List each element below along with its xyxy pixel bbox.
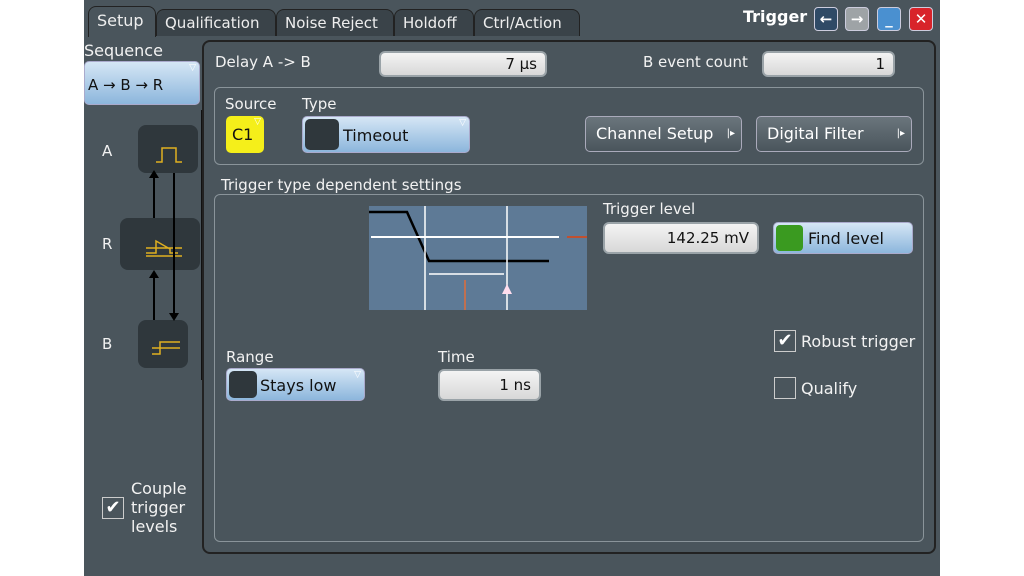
trigger-level-input[interactable]: 142.25 mV xyxy=(603,222,759,254)
time-input[interactable]: 1 ns xyxy=(438,369,541,401)
dropdown-icon: ▽ xyxy=(254,117,261,127)
pulse-icon xyxy=(156,147,182,163)
event-r-label: R xyxy=(102,235,113,253)
b-count-input[interactable]: 1 xyxy=(762,51,895,77)
robust-trigger-label: Robust trigger xyxy=(801,332,916,351)
range-select[interactable]: Stays low ▽ xyxy=(226,368,365,401)
delay-input[interactable]: 7 µs xyxy=(379,51,547,77)
stays-low-icon xyxy=(229,371,257,398)
timeout-diagram xyxy=(369,206,587,310)
window-title: Trigger xyxy=(743,7,808,26)
chevron-right-icon: |▸ xyxy=(726,128,735,139)
timeout-icon xyxy=(152,341,180,355)
minimize-icon: _ xyxy=(885,10,893,28)
trigger-dialog: Setup Qualification Noise Reject Holdoff… xyxy=(84,0,940,576)
tab-holdoff[interactable]: Holdoff xyxy=(394,9,474,36)
delay-label: Delay A -> B xyxy=(215,53,311,71)
couple-levels-checkbox[interactable]: ✔ xyxy=(102,497,124,519)
type-value: Timeout xyxy=(343,126,409,145)
sequence-value: A → B → R xyxy=(88,76,164,94)
event-b-label: B xyxy=(102,335,113,353)
setup-panel xyxy=(202,40,936,554)
checkmark-icon: ✔ xyxy=(777,330,793,351)
time-label: Time xyxy=(438,348,475,366)
dropdown-icon: ▽ xyxy=(459,118,466,128)
type-label: Type xyxy=(302,95,337,113)
tab-noise-reject[interactable]: Noise Reject xyxy=(276,9,394,36)
dependent-settings-group xyxy=(214,194,924,542)
chevron-right-icon: |▸ xyxy=(896,128,905,139)
qualify-checkbox[interactable] xyxy=(774,377,796,399)
range-label: Range xyxy=(226,348,274,366)
find-level-icon xyxy=(776,225,803,251)
couple-levels-label: Couple trigger levels xyxy=(131,479,187,536)
source-type-group xyxy=(214,87,924,165)
arrow-right-icon: → xyxy=(850,10,864,28)
tab-qualification[interactable]: Qualification xyxy=(156,9,276,36)
sequence-label: Sequence xyxy=(84,41,163,60)
timeout-icon xyxy=(305,119,339,150)
event-a-label: A xyxy=(102,142,113,160)
runt-icon xyxy=(146,239,182,257)
back-button[interactable]: ← xyxy=(814,7,838,31)
arrow-left-icon: ← xyxy=(819,10,833,28)
source-value: C1 xyxy=(232,125,254,144)
event-b-button xyxy=(138,320,188,368)
event-a-button xyxy=(138,125,198,173)
qualify-label: Qualify xyxy=(801,379,858,398)
dropdown-icon: ▽ xyxy=(354,370,361,380)
tab-setup[interactable]: Setup xyxy=(88,6,156,37)
minimize-button[interactable]: _ xyxy=(877,7,901,31)
b-count-label: B event count xyxy=(643,53,748,71)
dropdown-icon: ▽ xyxy=(189,63,196,73)
source-label: Source xyxy=(225,95,277,113)
trigger-level-label: Trigger level xyxy=(603,200,696,218)
checkmark-icon: ✔ xyxy=(105,497,121,518)
sequence-select[interactable]: A → B → R ▽ xyxy=(84,61,200,105)
sequence-diagram xyxy=(120,110,203,380)
tab-ctrl-action[interactable]: Ctrl/Action xyxy=(474,9,580,36)
find-level-button[interactable]: Find level xyxy=(773,222,913,254)
range-value: Stays low xyxy=(260,376,337,395)
channel-setup-button[interactable]: Channel Setup |▸ xyxy=(585,116,742,152)
close-icon: ✕ xyxy=(914,10,928,28)
digital-filter-button[interactable]: Digital Filter |▸ xyxy=(756,116,912,152)
type-select[interactable]: Timeout ▽ xyxy=(302,116,470,153)
close-button[interactable]: ✕ xyxy=(909,7,933,31)
source-select[interactable]: C1 ▽ xyxy=(226,116,264,153)
robust-trigger-checkbox[interactable]: ✔ xyxy=(774,330,796,352)
forward-button[interactable]: → xyxy=(845,7,869,31)
dependent-settings-label: Trigger type dependent settings xyxy=(221,176,462,194)
